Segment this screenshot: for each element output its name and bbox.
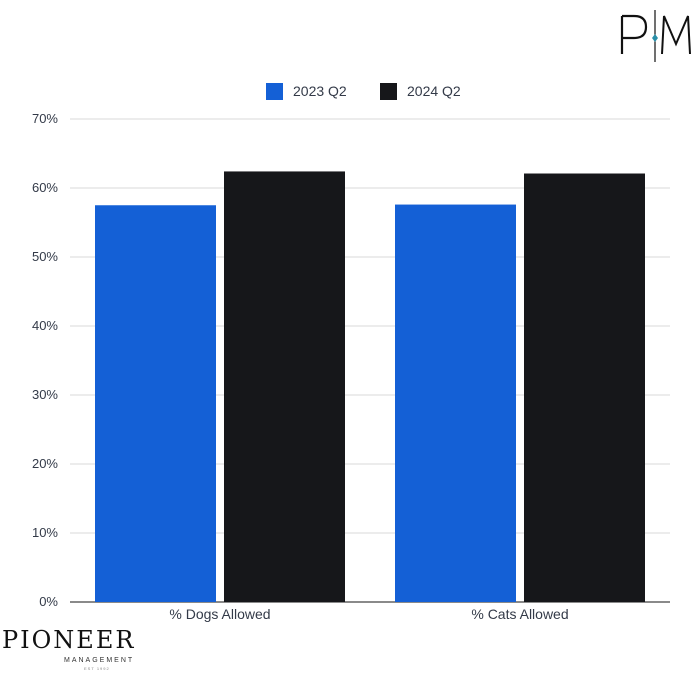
- pioneer-management-logo: PIONEER MANAGEMENT EST 1992: [2, 626, 152, 674]
- x-category-label: % Cats Allowed: [471, 606, 568, 622]
- pm-monogram-logo: [618, 8, 696, 64]
- x-category-label: % Dogs Allowed: [169, 606, 270, 622]
- brand-est: EST 1992: [84, 666, 110, 671]
- bar-series-2: [224, 171, 345, 602]
- y-tick-label: 0%: [39, 594, 58, 609]
- brand-sub: MANAGEMENT: [64, 657, 135, 664]
- x-axis-labels: % Dogs Allowed % Cats Allowed: [169, 606, 568, 622]
- y-tick-label: 10%: [32, 525, 58, 540]
- legend-label: 2024 Q2: [407, 83, 461, 99]
- bars: [95, 171, 645, 602]
- y-tick-label: 20%: [32, 456, 58, 471]
- y-tick-label: 40%: [32, 318, 58, 333]
- y-tick-label: 70%: [32, 111, 58, 126]
- y-axis-ticks: 0% 10% 20% 30% 40% 50% 60% 70%: [32, 111, 58, 609]
- y-tick-label: 30%: [32, 387, 58, 402]
- bar-series-2: [524, 173, 645, 602]
- legend: 2023 Q2 2024 Q2: [266, 83, 461, 100]
- brand-name: PIONEER: [2, 626, 136, 654]
- legend-label: 2023 Q2: [293, 83, 347, 99]
- legend-swatch: [380, 83, 397, 100]
- y-tick-label: 50%: [32, 249, 58, 264]
- y-tick-label: 60%: [32, 180, 58, 195]
- bar-series-1: [395, 204, 516, 602]
- legend-swatch: [266, 83, 283, 100]
- bar-series-1: [95, 205, 216, 602]
